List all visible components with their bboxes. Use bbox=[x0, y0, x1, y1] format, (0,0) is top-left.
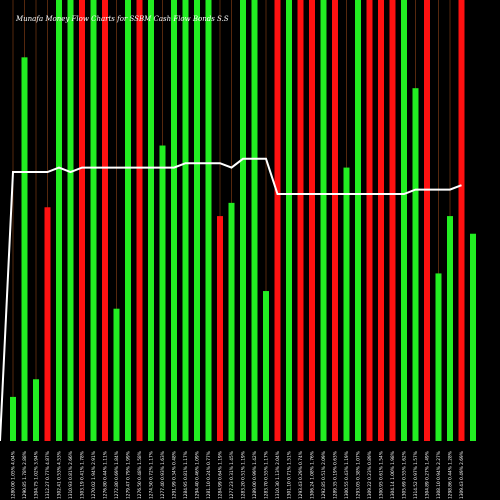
x-tick-label: 1284.99 0.64% 1.19% bbox=[218, 451, 224, 499]
x-tick-label: 1290.85 1.78% 2.88% bbox=[22, 451, 28, 499]
x-tick-label: 1292.85 0.51% 2.09% bbox=[321, 451, 327, 499]
x-tick-label: 1304.89 0.27% 1.49% bbox=[425, 451, 431, 499]
money-flow-bar bbox=[286, 0, 292, 441]
money-flow-bar bbox=[274, 0, 281, 441]
x-tick-label: 1310.93 0.81% 2.66% bbox=[68, 451, 74, 499]
x-tick-label: 1306.24 1.08% 1.76% bbox=[310, 451, 316, 499]
money-flow-bar bbox=[136, 0, 143, 441]
x-tick-label: 1291.99 0.34% 0.48% bbox=[172, 451, 178, 499]
money-flow-bar bbox=[90, 0, 97, 441]
x-tick-label: 1277.40 0.93% 1.63% bbox=[160, 451, 166, 499]
money-flow-bar bbox=[447, 216, 453, 441]
x-tick-label: 1279.47 0.79% 1.99% bbox=[126, 451, 132, 499]
x-tick-label: 1303.19 0.41% 1.78% bbox=[80, 451, 86, 499]
money-flow-bar bbox=[458, 0, 465, 441]
x-tick-label: 1314.52 0.97% 1.57% bbox=[413, 451, 419, 499]
money-flow-bar bbox=[435, 273, 442, 441]
money-flow-bar bbox=[194, 0, 200, 441]
x-tick-label: 1304.75 1.02% 3.94% bbox=[34, 451, 40, 499]
x-tick-label: 1304.14 1.00% 1.98% bbox=[390, 451, 396, 499]
x-tick-label: 1301.10 0.71% 1.51% bbox=[287, 451, 293, 499]
money-flow-bar bbox=[424, 0, 430, 441]
x-tick-label: 1298.86 0.44% 1.28% bbox=[448, 451, 454, 499]
money-flow-bar bbox=[309, 0, 315, 441]
money-flow-bar bbox=[470, 233, 476, 441]
x-tick-label: 1289.35 0.19% 0.63% bbox=[333, 451, 339, 499]
money-flow-bar bbox=[401, 0, 407, 441]
x-tick-label: 1312.27 0.77% 4.87% bbox=[45, 451, 51, 499]
money-flow-bar bbox=[171, 0, 177, 441]
x-tick-label: 1293.05 0.38% 1.07% bbox=[356, 451, 362, 499]
money-flow-bar bbox=[355, 0, 361, 441]
money-flow-bar bbox=[182, 0, 189, 441]
x-tick-label: 1305.69 0.55% 1.62% bbox=[402, 451, 408, 499]
money-flow-bar bbox=[240, 0, 246, 441]
money-flow-line bbox=[0, 157, 462, 442]
x-tick-label: 1310.30 1.13% 2.04% bbox=[275, 451, 281, 499]
x-tick-label: 1274.50 0.72% 1.17% bbox=[149, 451, 155, 499]
money-flow-bar bbox=[251, 0, 258, 441]
bars bbox=[10, 0, 476, 442]
money-flow-bar bbox=[205, 0, 212, 441]
x-tick-labels: 1280.00 1.05% 4.04% 1290.85 1.78% 2.88% 13… bbox=[11, 451, 466, 499]
x-tick-label: 1283.70 0.55% 1.17% bbox=[264, 451, 270, 499]
x-tick-label: 1293.43 0.29% 0.74% bbox=[298, 451, 304, 499]
money-flow-bar bbox=[79, 0, 85, 441]
money-flow-bar bbox=[366, 0, 373, 441]
money-flow-bar bbox=[412, 88, 419, 441]
money-flow-bar bbox=[67, 0, 74, 441]
money-flow-bar bbox=[159, 145, 166, 441]
x-tick-label: 1276.50 0.48% 1.58% bbox=[137, 451, 143, 499]
money-flow-bar bbox=[389, 0, 396, 441]
money-flow-bar bbox=[217, 216, 223, 441]
x-tick-label: 1300.55 0.43% 1.19% bbox=[344, 451, 350, 499]
chart-title: Munafa Money Flow Charts for SSBM Cash F… bbox=[15, 15, 229, 23]
x-tick-label: 1283.20 0.51% 1.19% bbox=[241, 451, 247, 499]
x-tick-label: 1294.40 0.46% 1.09% bbox=[195, 451, 201, 499]
x-tick-label: 1289.00 0.99% 1.42% bbox=[252, 451, 258, 499]
money-flow-bar bbox=[148, 0, 154, 441]
money-flow-bar bbox=[343, 167, 350, 441]
money-flow-bar bbox=[44, 207, 51, 441]
x-tick-label: 1280.00 1.05% 4.04% bbox=[11, 451, 17, 499]
money-flow-bar bbox=[297, 0, 304, 441]
x-tick-label: 1302.41 0.53% 4.53% bbox=[57, 451, 63, 499]
money-flow-bar bbox=[56, 0, 62, 441]
x-tick-label: 1277.23 0.31% 1.45% bbox=[229, 451, 235, 499]
x-tick-label: 1281.10 0.24% 0.77% bbox=[206, 451, 212, 499]
x-tick-label: 1309.43 0.49% 2.69% bbox=[459, 451, 465, 499]
money-flow-bar bbox=[113, 308, 120, 441]
x-tick-label: 1309.22 0.23% 0.89% bbox=[367, 451, 373, 499]
money-flow-bar bbox=[21, 57, 28, 442]
money-flow-bar bbox=[228, 202, 235, 441]
money-flow-bar bbox=[125, 0, 131, 441]
money-flow-bar bbox=[320, 0, 327, 441]
money-flow-bar bbox=[263, 291, 269, 441]
x-tick-label: 1270.02 1.94% 2.91% bbox=[91, 451, 97, 499]
x-tick-label: 1272.80 0.69% 1.84% bbox=[114, 451, 120, 499]
money-flow-bar bbox=[33, 379, 39, 441]
money-flow-bar bbox=[102, 0, 108, 441]
x-tick-label: 1308.10 0.94% 2.27% bbox=[436, 451, 442, 499]
money-flow-bar bbox=[332, 0, 338, 441]
x-tick-label: 1284.95 0.81% 1.17% bbox=[183, 451, 189, 499]
money-flow-bar bbox=[10, 396, 16, 441]
x-tick-label: 1276.80 0.44% 1.11% bbox=[103, 451, 109, 499]
money-flow-bar bbox=[378, 0, 384, 441]
x-tick-label: 1300.95 0.61% 1.54% bbox=[379, 451, 385, 499]
